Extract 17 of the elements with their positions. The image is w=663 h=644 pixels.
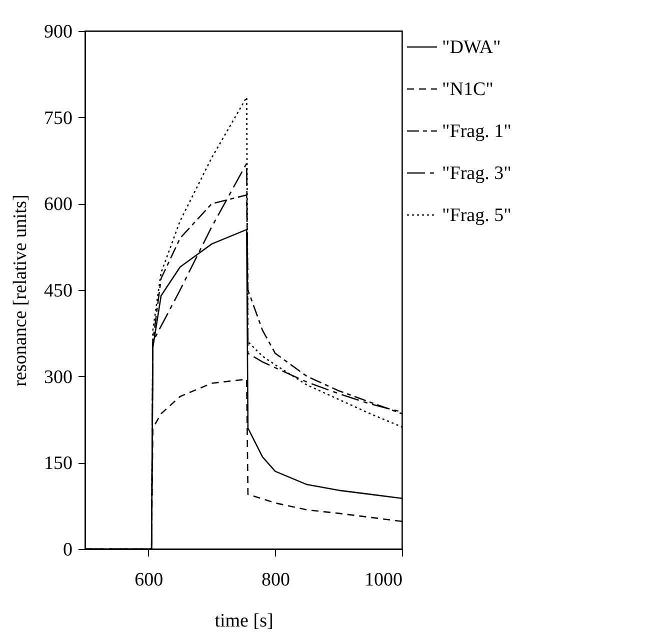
- y-tick-label: 0: [63, 540, 72, 560]
- y-tick-label: 750: [44, 108, 72, 129]
- y-tick-label: 450: [44, 280, 72, 302]
- y-axis-title: resonance [relative units]: [10, 194, 31, 387]
- y-tick-label: 900: [44, 22, 72, 42]
- legend-label: "N1C": [442, 79, 494, 100]
- legend-label: "Frag. 3": [442, 163, 512, 184]
- legend-label: "Frag. 5": [442, 205, 512, 226]
- legend-label: "DWA": [442, 37, 501, 58]
- x-tick-label: 800: [261, 570, 290, 590]
- x-tick-label: 600: [134, 570, 164, 590]
- y-tick-label: 150: [44, 453, 72, 474]
- y-tick-label: 300: [44, 366, 72, 388]
- x-tick-label: 1000: [364, 570, 402, 590]
- y-tick-label: 600: [44, 194, 72, 216]
- x-axis-title: time [s]: [214, 610, 274, 632]
- legend-label: "Frag. 1": [442, 121, 512, 142]
